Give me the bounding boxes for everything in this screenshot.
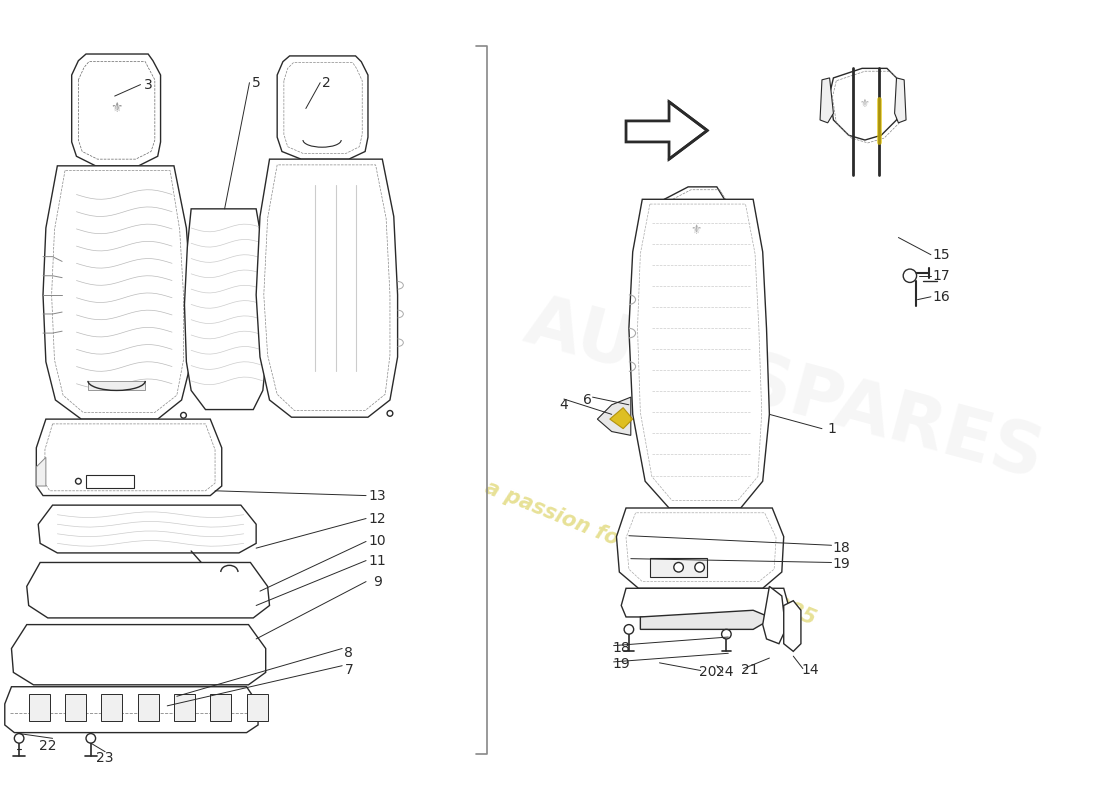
Polygon shape — [11, 625, 266, 685]
Polygon shape — [26, 562, 270, 618]
Polygon shape — [39, 505, 256, 553]
Text: 24: 24 — [716, 666, 734, 679]
Polygon shape — [597, 397, 630, 435]
Text: 6: 6 — [583, 393, 592, 407]
Text: 21: 21 — [741, 662, 759, 677]
Text: a passion for parts since 1985: a passion for parts since 1985 — [482, 477, 818, 629]
Polygon shape — [65, 694, 86, 721]
Text: ⚜: ⚜ — [110, 102, 123, 115]
Text: 5: 5 — [252, 76, 261, 90]
Text: 15: 15 — [933, 248, 950, 262]
Polygon shape — [277, 56, 368, 159]
Polygon shape — [629, 199, 769, 508]
Polygon shape — [210, 694, 231, 721]
Text: 10: 10 — [368, 534, 386, 549]
Polygon shape — [256, 159, 397, 418]
Circle shape — [624, 625, 634, 634]
Polygon shape — [894, 78, 906, 123]
Polygon shape — [640, 610, 764, 630]
Polygon shape — [829, 68, 900, 140]
Circle shape — [76, 478, 81, 484]
Circle shape — [722, 630, 732, 639]
Polygon shape — [626, 102, 707, 159]
Text: 4: 4 — [560, 398, 569, 412]
Text: 17: 17 — [933, 269, 950, 282]
Text: 7: 7 — [344, 662, 353, 677]
Polygon shape — [36, 419, 222, 495]
Polygon shape — [36, 458, 46, 486]
Text: 3: 3 — [144, 78, 153, 91]
Text: 19: 19 — [613, 657, 630, 670]
Polygon shape — [43, 166, 191, 419]
Polygon shape — [4, 686, 258, 733]
Text: 1: 1 — [827, 422, 836, 436]
Polygon shape — [246, 694, 267, 721]
Circle shape — [695, 562, 704, 572]
Polygon shape — [101, 694, 122, 721]
Polygon shape — [616, 508, 783, 588]
Polygon shape — [86, 474, 134, 488]
Text: 18: 18 — [833, 541, 850, 555]
Polygon shape — [72, 54, 161, 166]
Polygon shape — [609, 408, 632, 429]
Circle shape — [903, 269, 916, 282]
Text: 18: 18 — [613, 642, 630, 655]
Polygon shape — [88, 381, 145, 390]
Text: 16: 16 — [933, 290, 950, 304]
Text: ⚜: ⚜ — [690, 224, 702, 238]
Circle shape — [674, 562, 683, 572]
Text: 13: 13 — [368, 489, 386, 502]
Polygon shape — [661, 187, 728, 278]
Text: 8: 8 — [344, 646, 353, 660]
Text: 12: 12 — [368, 511, 386, 526]
Polygon shape — [29, 694, 50, 721]
Polygon shape — [783, 601, 801, 651]
Text: 19: 19 — [833, 558, 850, 571]
Polygon shape — [650, 558, 707, 577]
Polygon shape — [762, 586, 785, 644]
Text: 22: 22 — [39, 739, 56, 753]
Polygon shape — [185, 209, 266, 410]
Polygon shape — [820, 78, 834, 123]
Circle shape — [86, 734, 96, 743]
Polygon shape — [174, 694, 195, 721]
Text: 11: 11 — [368, 554, 386, 567]
Polygon shape — [138, 694, 158, 721]
Text: 9: 9 — [373, 574, 382, 589]
Text: 20: 20 — [698, 666, 716, 679]
Text: 23: 23 — [97, 751, 114, 766]
Text: 2: 2 — [322, 76, 331, 90]
Polygon shape — [621, 588, 789, 617]
Circle shape — [14, 734, 24, 743]
Circle shape — [387, 410, 393, 416]
Text: ⚜: ⚜ — [860, 98, 870, 109]
Text: AUTOSPARES: AUTOSPARES — [517, 288, 1050, 493]
Text: 14: 14 — [802, 662, 820, 677]
Circle shape — [180, 413, 186, 418]
